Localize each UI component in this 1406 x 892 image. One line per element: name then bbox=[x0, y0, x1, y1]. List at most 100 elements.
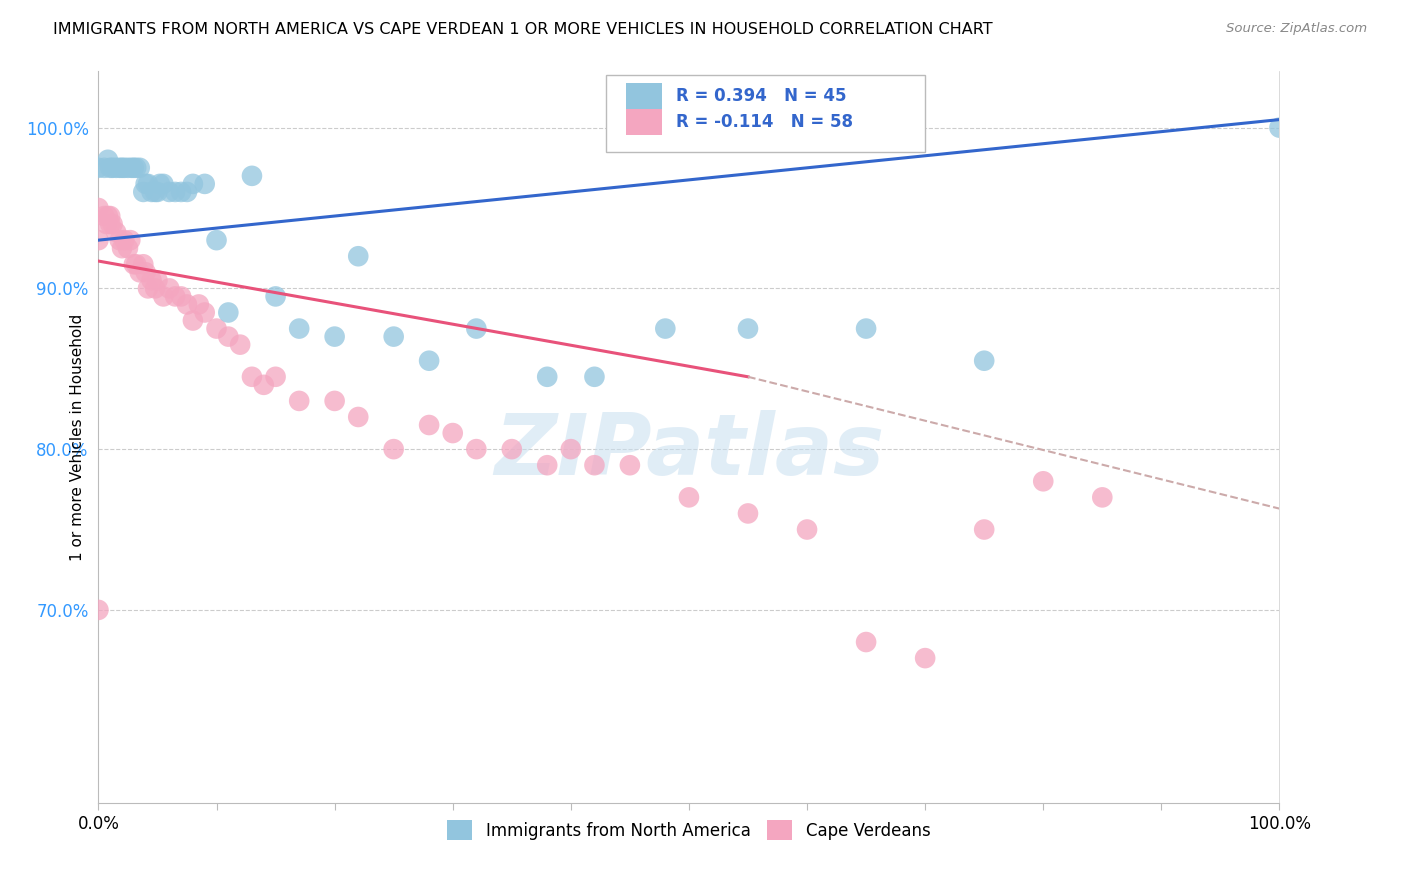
Point bbox=[217, 329, 239, 343]
Point bbox=[205, 233, 228, 247]
Point bbox=[418, 417, 440, 432]
FancyBboxPatch shape bbox=[606, 75, 925, 152]
Point bbox=[240, 169, 263, 183]
Point bbox=[1268, 120, 1291, 135]
Point bbox=[288, 321, 311, 335]
Point bbox=[382, 329, 405, 343]
Point bbox=[143, 281, 166, 295]
Point bbox=[112, 161, 135, 175]
Point bbox=[536, 369, 558, 384]
Point bbox=[143, 185, 166, 199]
Point bbox=[101, 161, 124, 175]
Point bbox=[181, 313, 204, 327]
Point bbox=[128, 265, 150, 279]
Point bbox=[194, 305, 217, 319]
Legend: Immigrants from North America, Cape Verdeans: Immigrants from North America, Cape Verd… bbox=[441, 814, 936, 847]
Point bbox=[117, 241, 139, 255]
Point bbox=[973, 523, 995, 537]
Text: R = -0.114   N = 58: R = -0.114 N = 58 bbox=[676, 113, 853, 131]
Point bbox=[108, 233, 131, 247]
Text: Source: ZipAtlas.com: Source: ZipAtlas.com bbox=[1226, 22, 1367, 36]
Point bbox=[98, 161, 121, 175]
Point bbox=[583, 369, 606, 384]
Point bbox=[560, 442, 582, 457]
Point bbox=[105, 161, 128, 175]
Point bbox=[323, 329, 346, 343]
Point bbox=[240, 369, 263, 384]
Point bbox=[418, 353, 440, 368]
Point bbox=[111, 161, 134, 175]
Point bbox=[98, 217, 121, 231]
Point bbox=[194, 177, 217, 191]
Point bbox=[136, 281, 159, 295]
Point bbox=[101, 217, 124, 231]
Point bbox=[181, 177, 204, 191]
Point bbox=[855, 321, 877, 335]
Point bbox=[157, 185, 180, 199]
Point bbox=[347, 409, 370, 424]
Point bbox=[737, 507, 759, 521]
Point bbox=[465, 442, 488, 457]
Point bbox=[93, 161, 115, 175]
Point bbox=[678, 491, 700, 505]
Point bbox=[165, 185, 187, 199]
Y-axis label: 1 or more Vehicles in Household: 1 or more Vehicles in Household bbox=[69, 313, 84, 561]
Point bbox=[97, 153, 120, 167]
Point bbox=[87, 201, 110, 215]
Point bbox=[105, 225, 128, 239]
Point bbox=[855, 635, 877, 649]
Point bbox=[253, 377, 276, 392]
Point bbox=[128, 161, 150, 175]
Point bbox=[122, 161, 145, 175]
Text: IMMIGRANTS FROM NORTH AMERICA VS CAPE VERDEAN 1 OR MORE VEHICLES IN HOUSEHOLD CO: IMMIGRANTS FROM NORTH AMERICA VS CAPE VE… bbox=[53, 22, 993, 37]
Point bbox=[170, 185, 193, 199]
Point bbox=[347, 249, 370, 263]
Point bbox=[165, 289, 187, 303]
Point bbox=[288, 393, 311, 408]
Point bbox=[441, 425, 464, 440]
Point bbox=[135, 265, 157, 279]
Point bbox=[120, 233, 142, 247]
Text: R = 0.394   N = 45: R = 0.394 N = 45 bbox=[676, 87, 846, 105]
Point bbox=[136, 177, 159, 191]
Point bbox=[122, 257, 145, 271]
Bar bbox=[626, 110, 662, 135]
Point bbox=[141, 273, 163, 287]
Point bbox=[125, 257, 148, 271]
Point bbox=[146, 273, 169, 287]
Point bbox=[536, 458, 558, 473]
Point bbox=[93, 209, 115, 223]
Point bbox=[264, 289, 287, 303]
Point bbox=[654, 321, 676, 335]
Point bbox=[98, 209, 121, 223]
Point bbox=[125, 161, 148, 175]
Point bbox=[108, 161, 131, 175]
Point bbox=[157, 281, 180, 295]
Point bbox=[205, 321, 228, 335]
Point bbox=[973, 353, 995, 368]
Point bbox=[97, 209, 120, 223]
Point bbox=[152, 177, 174, 191]
Point bbox=[149, 177, 172, 191]
Point bbox=[914, 651, 936, 665]
Text: ZIPatlas: ZIPatlas bbox=[494, 410, 884, 493]
Point bbox=[264, 369, 287, 384]
Point bbox=[382, 442, 405, 457]
Point bbox=[87, 233, 110, 247]
Point bbox=[87, 161, 110, 175]
Point bbox=[323, 393, 346, 408]
Point bbox=[112, 233, 135, 247]
Point bbox=[583, 458, 606, 473]
Point bbox=[187, 297, 209, 311]
Point bbox=[465, 321, 488, 335]
Point bbox=[619, 458, 641, 473]
Point bbox=[87, 603, 110, 617]
Point bbox=[111, 241, 134, 255]
Point bbox=[141, 185, 163, 199]
Point bbox=[121, 161, 143, 175]
Point bbox=[96, 217, 118, 231]
Point bbox=[501, 442, 523, 457]
Point bbox=[217, 305, 239, 319]
Point bbox=[737, 321, 759, 335]
Point bbox=[132, 185, 155, 199]
